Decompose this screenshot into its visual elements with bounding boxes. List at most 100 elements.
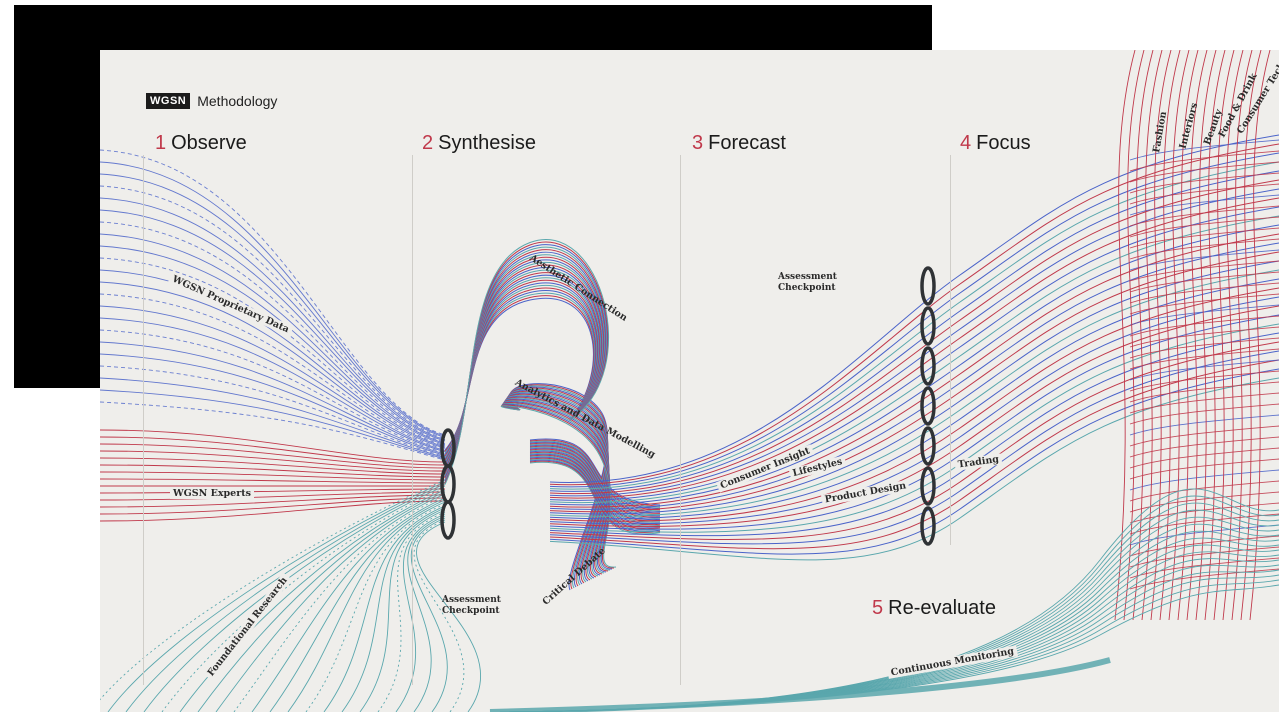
knot-loop-line	[529, 439, 661, 507]
foundational-line	[359, 509, 446, 712]
knot-loop-line	[444, 292, 596, 454]
label-checkpoint-1: Assessment Checkpoint	[442, 595, 501, 616]
experts-line	[100, 497, 446, 515]
forecast-flow-line	[549, 278, 1279, 520]
foundational-line	[410, 517, 448, 712]
focus-mesh-line	[1129, 425, 1279, 447]
knot-loop-line	[444, 290, 596, 455]
proprietary-data-line	[100, 233, 446, 444]
checkpoint-ring	[920, 266, 936, 306]
knot-loop-line	[529, 454, 661, 526]
experts-line	[100, 464, 446, 478]
foundational-line	[377, 511, 446, 712]
foundational-line	[215, 493, 446, 712]
focus-mesh-line	[1129, 260, 1279, 282]
knot-loop-line	[501, 404, 615, 569]
proprietary-data-line	[100, 389, 446, 460]
focus-category-line	[1132, 50, 1154, 621]
forecast-flow-line	[549, 197, 1279, 499]
focus-mesh-line	[1129, 469, 1279, 491]
knot-loop-line	[444, 297, 594, 451]
forecast-flow-line	[549, 143, 1279, 486]
knot-loop-line	[529, 461, 661, 535]
focus-mesh-line	[1129, 139, 1279, 161]
knot-loop-line	[529, 446, 661, 516]
focus-category-line	[1213, 50, 1235, 621]
checkpoint-ring	[920, 426, 936, 466]
foundational-line	[161, 487, 446, 712]
forecast-flow-line	[549, 341, 1279, 540]
focus-mesh-line	[1129, 205, 1279, 227]
foundational-line	[323, 505, 446, 712]
experts-line	[100, 429, 446, 463]
focus-mesh-line	[1129, 381, 1279, 403]
proprietary-data-line	[100, 401, 446, 461]
proprietary-data-line	[100, 149, 446, 436]
proprietary-data-line	[100, 281, 446, 449]
divider-line	[680, 155, 681, 685]
foundational-line	[413, 519, 465, 712]
proprietary-data-line	[100, 377, 446, 459]
knot-loop-line	[500, 405, 617, 568]
focus-mesh-line	[1129, 392, 1279, 414]
brand-header: WGSN Methodology	[146, 93, 277, 109]
focus-category-line	[1159, 50, 1181, 621]
focus-mesh-line	[1129, 568, 1279, 590]
focus-mesh-line	[1129, 458, 1279, 480]
focus-mesh-line	[1129, 216, 1279, 238]
forecast-flow-line	[549, 332, 1279, 537]
forecast-flow-line	[549, 260, 1279, 515]
focus-category-line	[1231, 50, 1253, 621]
focus-mesh-line	[1129, 315, 1279, 337]
forecast-flow-line	[549, 242, 1279, 510]
foundational-line	[100, 479, 446, 701]
forecast-flow-line	[549, 296, 1279, 525]
knot-loop-line	[444, 287, 597, 457]
experts-line	[100, 478, 446, 484]
focus-mesh-line	[1129, 183, 1279, 205]
forecast-flow-line	[549, 314, 1279, 530]
proprietary-data-line	[100, 197, 446, 441]
experts-line	[100, 443, 446, 469]
experts-line	[100, 450, 446, 472]
proprietary-data-line	[100, 305, 446, 452]
proprietary-data-line	[100, 221, 446, 443]
forecast-flow-line	[549, 206, 1279, 501]
proprietary-data-line	[100, 353, 446, 456]
focus-mesh-line	[1129, 249, 1279, 271]
proprietary-data-line	[100, 257, 446, 447]
focus-category-line	[1195, 50, 1217, 621]
foundational-line	[341, 507, 446, 712]
knot-loop-line	[529, 441, 661, 510]
step-synthesise: 2 Synthesise	[422, 132, 536, 154]
knot-loop-line	[529, 444, 661, 513]
divider-line	[412, 155, 413, 685]
divider-line	[950, 155, 951, 545]
forecast-flow-line	[549, 359, 1279, 550]
focus-category-line	[1240, 50, 1262, 621]
forecast-flow-line	[549, 305, 1279, 527]
knot-loop-line	[444, 285, 598, 458]
focus-mesh-line	[1129, 172, 1279, 194]
knot-loop-line	[529, 459, 661, 532]
wgsn-logo: WGSN	[146, 93, 191, 109]
checkpoint-ring	[920, 306, 936, 346]
foundational-line	[125, 483, 446, 712]
focus-mesh-line	[1129, 271, 1279, 293]
focus-mesh-line	[1129, 194, 1279, 216]
flow-diagram	[100, 50, 1279, 712]
knot-loop-line	[529, 448, 661, 518]
monitoring-bundle	[489, 657, 1111, 712]
knot-loop-line	[444, 295, 595, 452]
experts-line	[100, 491, 446, 501]
forecast-flow-line	[549, 350, 1279, 545]
label-wgsn-experts: WGSN Experts	[170, 488, 254, 499]
checkpoint-ring	[920, 386, 936, 426]
foundational-line	[269, 499, 446, 712]
focus-mesh-line	[1129, 238, 1279, 260]
forecast-flow-line	[549, 134, 1279, 483]
forecast-flow-line	[549, 224, 1279, 506]
proprietary-data-line	[100, 365, 446, 458]
forecast-flow-line	[549, 170, 1279, 492]
forecast-flow-line	[549, 251, 1279, 513]
